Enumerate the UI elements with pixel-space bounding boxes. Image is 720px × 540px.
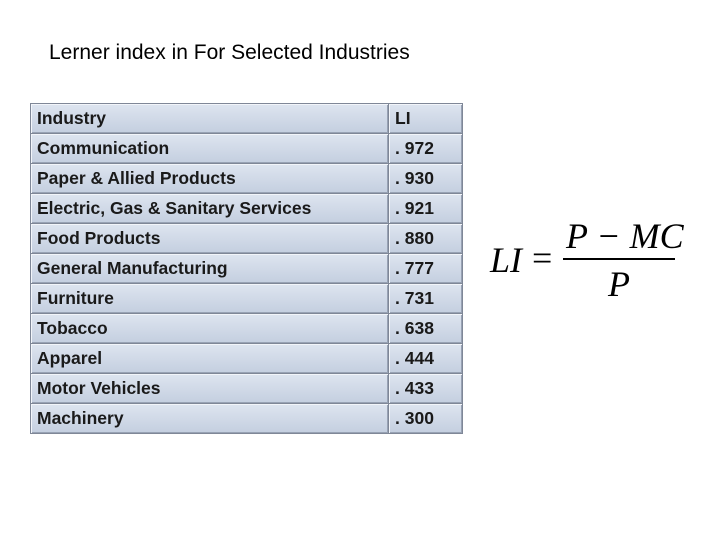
- formula: LI = P − MC P: [490, 215, 690, 305]
- formula-denominator: P: [608, 264, 630, 304]
- formula-lhs: LI: [490, 240, 523, 280]
- formula-numerator: P − MC: [566, 216, 684, 256]
- industry-cell: Paper & Allied Products: [30, 163, 389, 194]
- industry-cell: General Manufacturing: [30, 253, 389, 284]
- formula-equals: =: [532, 238, 553, 278]
- industry-cell: Food Products: [30, 223, 389, 254]
- industry-cell: Apparel: [30, 343, 389, 374]
- table-row: Electric, Gas & Sanitary Services. 921: [30, 193, 463, 224]
- li-cell: LI: [388, 103, 463, 134]
- li-cell: . 444: [388, 343, 463, 374]
- li-cell: . 880: [388, 223, 463, 254]
- table-row: Tobacco. 638: [30, 313, 463, 344]
- li-cell: . 300: [388, 403, 463, 434]
- table-row: Food Products. 880: [30, 223, 463, 254]
- industry-cell: Motor Vehicles: [30, 373, 389, 404]
- industry-cell: Communication: [30, 133, 389, 164]
- table-row: Machinery. 300: [30, 403, 463, 434]
- table-row: Paper & Allied Products. 930: [30, 163, 463, 194]
- fraction-line: [563, 258, 675, 260]
- header-row: Industry LI: [30, 103, 463, 134]
- industry-table: Industry LI Communication. 972 Paper & Alli…: [30, 103, 463, 434]
- title: Lerner index in For Selected Industries: [49, 41, 410, 64]
- li-cell: . 777: [388, 253, 463, 284]
- industry-cell: Machinery: [30, 403, 389, 434]
- table-row: Apparel. 444: [30, 343, 463, 374]
- table-row: Communication. 972: [30, 133, 463, 164]
- li-cell: . 731: [388, 283, 463, 314]
- li-cell: . 921: [388, 193, 463, 224]
- industry-cell: Electric, Gas & Sanitary Services: [30, 193, 389, 224]
- table-row: Furniture. 731: [30, 283, 463, 314]
- table-row: Motor Vehicles. 433: [30, 373, 463, 404]
- li-cell: . 433: [388, 373, 463, 404]
- industry-cell: Industry: [30, 103, 389, 134]
- table-row: General Manufacturing. 777: [30, 253, 463, 284]
- li-cell: . 930: [388, 163, 463, 194]
- industry-cell: Tobacco: [30, 313, 389, 344]
- li-cell: . 972: [388, 133, 463, 164]
- li-cell: . 638: [388, 313, 463, 344]
- industry-cell: Furniture: [30, 283, 389, 314]
